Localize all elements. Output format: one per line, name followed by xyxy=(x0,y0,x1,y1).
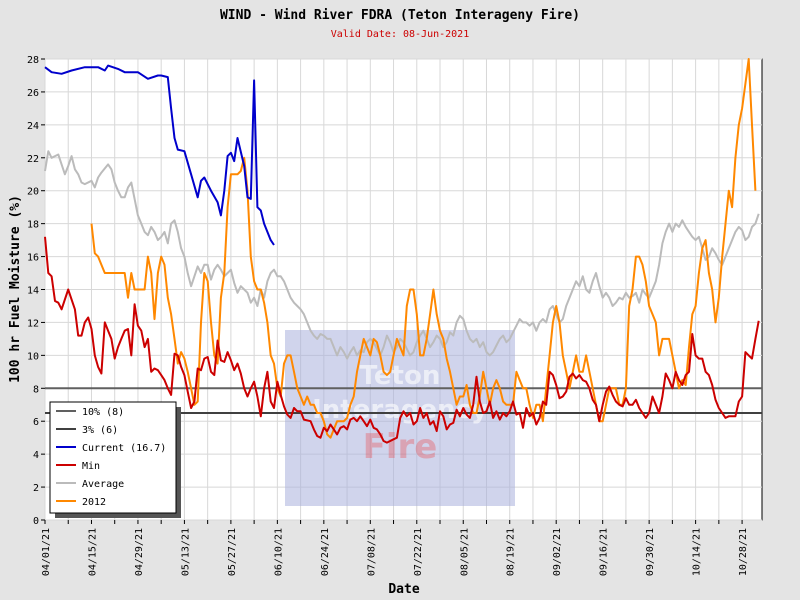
legend-label: Current (16.7) xyxy=(82,443,166,454)
y-tick-label: 2 xyxy=(33,483,39,494)
legend-label: Average xyxy=(82,479,124,490)
x-tick-label: 09/16/21 xyxy=(599,528,610,576)
watermark-line-1: Teton xyxy=(360,361,441,391)
y-tick-label: 10 xyxy=(27,351,39,362)
y-tick-label: 22 xyxy=(27,154,39,165)
legend-label: 3% (6) xyxy=(82,425,118,436)
chart-subtitle: Valid Date: 08-Jun-2021 xyxy=(331,29,469,40)
series-line xyxy=(44,236,760,444)
y-tick-label: 26 xyxy=(27,88,39,99)
x-tick-label: 07/22/21 xyxy=(413,528,424,576)
y-axis-label: 100 hr Fuel Moisture (%) xyxy=(8,195,23,383)
x-tick-label: 06/24/21 xyxy=(320,528,331,576)
y-tick-label: 18 xyxy=(27,220,39,231)
x-axis-label: Date xyxy=(388,582,419,597)
x-tick-label: 04/29/21 xyxy=(134,528,145,576)
y-tick-label: 28 xyxy=(27,55,39,66)
y-tick-label: 6 xyxy=(33,417,39,428)
grid-lines xyxy=(44,58,762,521)
x-tick-label: 05/13/21 xyxy=(180,528,191,576)
series-lines xyxy=(44,58,760,444)
watermark-line-3: Fire xyxy=(363,427,438,467)
legend-label: Min xyxy=(82,461,100,472)
y-tick-label: 0 xyxy=(33,516,39,527)
y-tick-label: 14 xyxy=(27,286,39,297)
y-tick-label: 12 xyxy=(27,318,39,329)
y-tick-label: 20 xyxy=(27,187,39,198)
x-tick-label: 09/30/21 xyxy=(645,528,656,576)
legend: 10% (8) 3% (6) Current (16.7) Min Average 201… xyxy=(49,401,181,518)
x-tick-label: 05/27/21 xyxy=(227,528,238,576)
x-tick-label: 07/08/21 xyxy=(366,528,377,576)
x-axis-ticks: 04/01/21 04/15/21 04/29/21 05/13/21 05/27/21… xyxy=(41,520,749,576)
y-tick-label: 4 xyxy=(33,450,39,461)
x-tick-label: 08/05/21 xyxy=(459,528,470,576)
x-tick-label: 04/15/21 xyxy=(87,528,98,576)
y-tick-label: 16 xyxy=(27,253,39,264)
x-tick-label: 09/02/21 xyxy=(552,528,563,576)
x-tick-label: 04/01/21 xyxy=(41,528,52,576)
x-tick-label: 06/10/21 xyxy=(273,528,284,576)
legend-label: 2012 xyxy=(82,497,106,508)
x-tick-label: 08/19/21 xyxy=(506,528,517,576)
y-tick-label: 24 xyxy=(27,121,39,132)
legend-box xyxy=(49,401,177,514)
x-tick-label: 10/28/21 xyxy=(738,528,749,576)
chart-title: WIND - Wind River FDRA (Teton Interageny… xyxy=(220,8,580,23)
legend-label: 10% (8) xyxy=(82,407,124,418)
y-tick-label: 8 xyxy=(33,384,39,395)
x-tick-label: 10/14/21 xyxy=(692,528,703,576)
series-line xyxy=(44,64,275,246)
